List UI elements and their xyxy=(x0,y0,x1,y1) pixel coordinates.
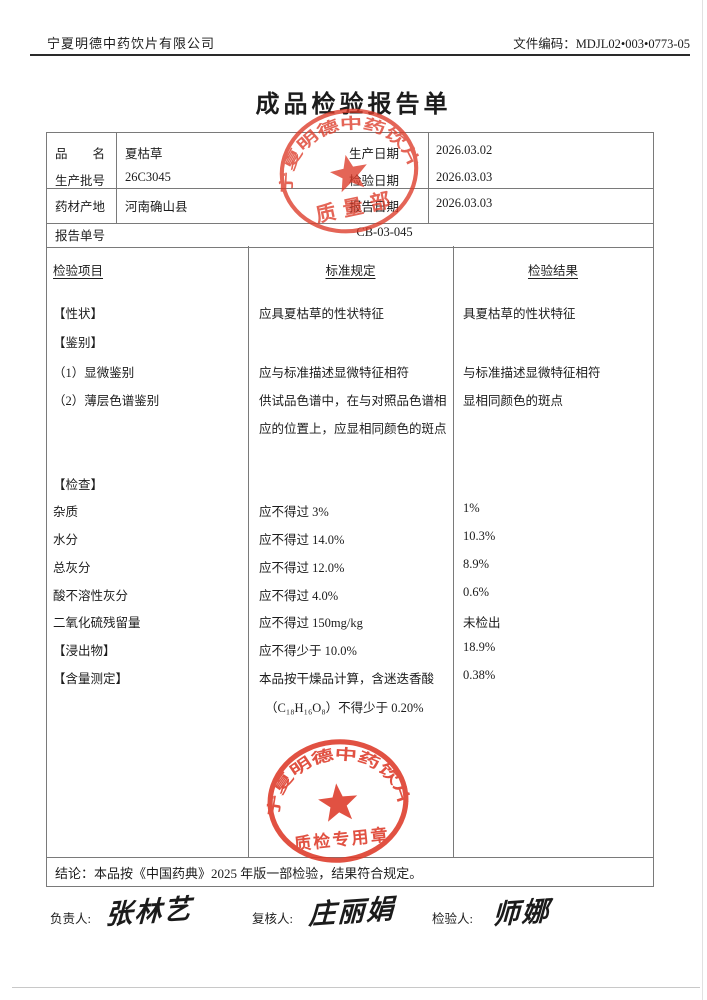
spec-vline-1 xyxy=(248,246,249,857)
spec-item: 【性状】 xyxy=(53,307,104,321)
info-table: 品 名 夏枯草 生产日期 2026.03.02 生产批号 26C3045 检验日… xyxy=(46,132,654,248)
report-number: CB-03-045 xyxy=(356,225,413,239)
info-label: 品 名 xyxy=(55,147,106,161)
conclusion-row: 结论：本品按《中国药典》2025 年版一部检验，结果符合规定。 xyxy=(46,857,654,887)
spec-std: 应的位置上，应显相同颜色的斑点 xyxy=(259,422,447,436)
spec-item: 总灰分 xyxy=(53,561,91,575)
spec-item: 水分 xyxy=(53,533,79,547)
page-title: 成品检验报告单 xyxy=(255,92,452,118)
scan-artifact-line xyxy=(12,987,700,988)
spec-item: 杂质 xyxy=(53,505,79,519)
info-label: 报告单号 xyxy=(55,229,106,243)
responsible-person-signature: 张林艺 xyxy=(105,893,193,931)
column-header-result: 检验结果 xyxy=(527,264,578,278)
spec-std: 应不得过 3% xyxy=(259,505,329,519)
inspector-label: 检验人: xyxy=(432,912,473,926)
spec-result: 与标准描述显微特征相符 xyxy=(463,366,601,380)
info-value: 2026.03.03 xyxy=(436,196,493,210)
info-value: 河南确山县 xyxy=(125,200,188,214)
scan-artifact-line xyxy=(702,0,703,1000)
spec-result: 8.9% xyxy=(463,557,490,571)
column-header-item: 检验项目 xyxy=(53,264,104,278)
reviewer-signature: 庄丽娟 xyxy=(308,893,396,931)
spec-std: 应不得过 150mg/kg xyxy=(259,616,363,630)
info-vline-label xyxy=(116,133,117,223)
info-value: 2026.03.02 xyxy=(436,143,493,157)
spec-std: 应具夏枯草的性状特征 xyxy=(259,307,385,321)
spec-result: 0.38% xyxy=(463,668,496,682)
document-code: 文件编码：MDJL02•003•0773-05 xyxy=(513,37,690,51)
spec-item: 二氧化硫残留量 xyxy=(53,616,141,630)
spec-result: 18.9% xyxy=(463,640,496,654)
spec-result: 1% xyxy=(463,501,480,515)
spec-item: 【含量测定】 xyxy=(53,672,129,686)
spec-std: 应与标准描述显微特征相符 xyxy=(259,366,410,380)
spec-vline-2 xyxy=(453,246,454,857)
spec-result: 0.6% xyxy=(463,585,490,599)
column-header-standard: 标准规定 xyxy=(325,264,376,278)
header-rule xyxy=(30,54,690,56)
spec-result: 显相同颜色的斑点 xyxy=(463,394,564,408)
spec-result: 具夏枯草的性状特征 xyxy=(463,307,576,321)
spec-item: 【浸出物】 xyxy=(53,644,116,658)
spec-std: 本品按干燥品计算，含迷迭香酸 xyxy=(259,672,435,686)
info-label: 生产日期 xyxy=(349,147,400,161)
info-label: 药材产地 xyxy=(55,200,106,214)
spec-item: （1）显微鉴别 xyxy=(53,366,135,380)
info-label: 生产批号 xyxy=(55,174,106,188)
info-label: 报告日期 xyxy=(349,200,400,214)
conclusion-text: 结论：本品按《中国药典》2025 年版一部检验，结果符合规定。 xyxy=(55,866,423,881)
spec-item: 【鉴别】 xyxy=(53,336,104,350)
spec-item: 酸不溶性灰分 xyxy=(53,589,129,603)
info-value: 26C3045 xyxy=(125,170,171,184)
spec-std: 应不得过 4.0% xyxy=(259,589,339,603)
info-value: 2026.03.03 xyxy=(436,170,493,184)
info-vline-dates xyxy=(428,133,429,223)
info-label: 检验日期 xyxy=(349,174,400,188)
inspector-signature: 师娜 xyxy=(492,895,551,931)
info-value: 夏枯草 xyxy=(125,147,163,161)
spec-std: 应不得少于 10.0% xyxy=(259,644,357,658)
spec-result: 未检出 xyxy=(463,616,501,630)
spec-std: 供试品色谱中，在与对照品色谱相 xyxy=(259,394,447,408)
responsible-person-label: 负责人: xyxy=(50,912,91,926)
reviewer-label: 复核人: xyxy=(252,912,293,926)
spec-table: 检验项目 标准规定 检验结果 【性状】 应具夏枯草的性状特征 具夏枯草的性状特征… xyxy=(46,246,654,858)
spec-std: 应不得过 12.0% xyxy=(259,561,345,575)
spec-item: （2）薄层色谱鉴别 xyxy=(53,394,160,408)
spec-result: 10.3% xyxy=(463,529,496,543)
spec-std: （C₁₈H₁₆O₈）不得少于 0.20% xyxy=(265,701,424,715)
company-name: 宁夏明德中药饮片有限公司 xyxy=(47,36,216,51)
info-hline-2 xyxy=(47,223,653,224)
spec-item: 【检查】 xyxy=(53,478,104,492)
spec-std: 应不得过 14.0% xyxy=(259,533,345,547)
